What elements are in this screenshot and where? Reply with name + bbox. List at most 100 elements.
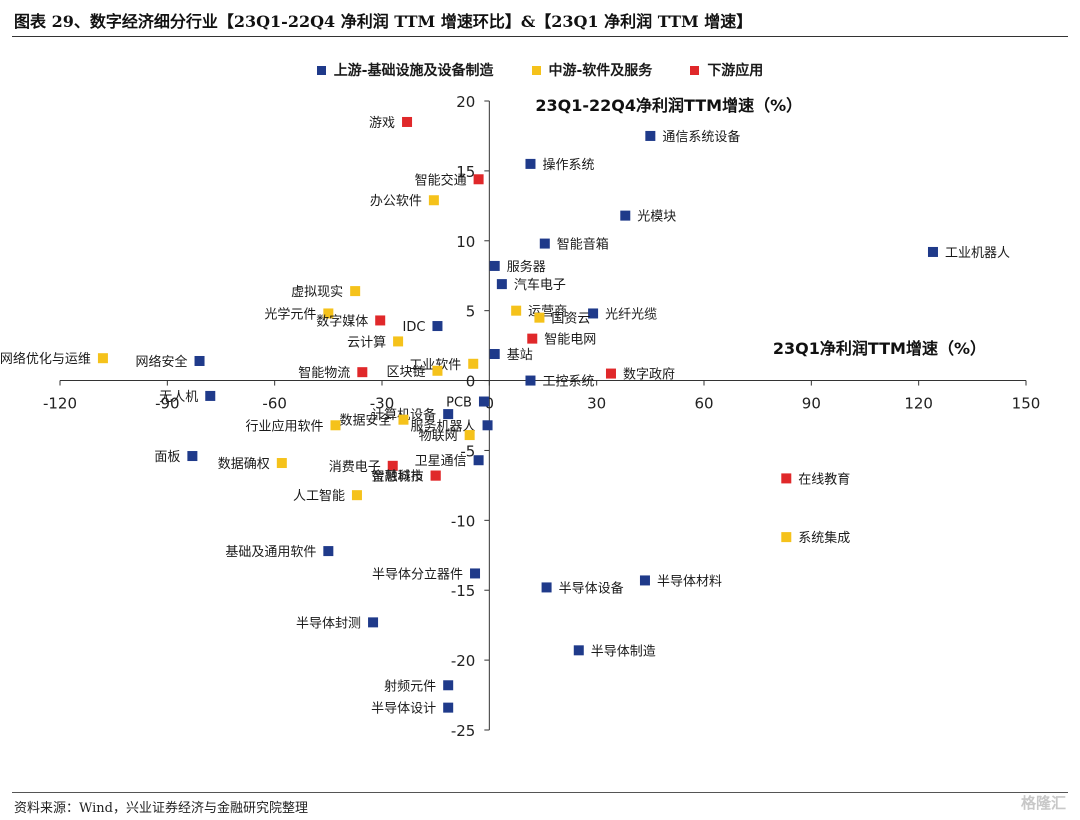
data-label: 人工智能 — [293, 489, 345, 504]
data-label: 基站 — [507, 348, 533, 363]
scatter-point — [432, 365, 443, 376]
data-label: 办公软件 — [370, 194, 422, 209]
scatter-point — [205, 390, 216, 401]
legend-item-downstream: 下游应用 — [690, 60, 763, 80]
x-tick-label: -120 — [43, 395, 77, 413]
data-label: 基础及通用软件 — [225, 545, 316, 560]
scatter-point — [541, 582, 552, 593]
scatter-point — [645, 130, 656, 141]
scatter-point — [357, 367, 368, 378]
data-label: 光模块 — [637, 210, 676, 225]
scatter-point — [927, 246, 938, 257]
legend-label-upstream: 上游-基础设施及设备制造 — [333, 63, 494, 79]
scatter-point — [350, 286, 361, 297]
data-label: 半导体设备 — [559, 580, 624, 596]
scatter-point — [368, 617, 379, 628]
x-tick-label: 60 — [694, 395, 713, 413]
scatter-point — [482, 420, 493, 431]
watermark-logo: 格隆汇 — [1020, 794, 1066, 812]
x-axis-title: 23Q1净利润TTM增速（%） — [773, 339, 986, 358]
scatter-point — [398, 414, 409, 425]
y-tick-label: -20 — [451, 652, 476, 670]
legend-swatch-downstream — [690, 65, 700, 75]
legend-label-downstream: 下游应用 — [707, 63, 764, 79]
data-label: 无人机 — [159, 390, 198, 405]
legend-item-midstream: 中游-软件及服务 — [531, 60, 653, 80]
data-label: 智能音箱 — [557, 237, 609, 253]
scatter-point — [97, 353, 108, 364]
scatter-point — [187, 451, 198, 462]
scatter-point — [781, 473, 792, 484]
scatter-point — [539, 238, 550, 249]
y-tick-label: -25 — [451, 722, 476, 740]
y-axis-title: 23Q1-22Q4净利润TTM增速（%） — [535, 96, 802, 115]
scatter-point — [375, 315, 386, 326]
data-label: 国资云 — [551, 312, 590, 327]
scatter-point — [605, 368, 616, 379]
scatter-point — [323, 308, 334, 319]
data-label: 数据确权 — [218, 456, 270, 472]
data-label: 金融科技 — [372, 469, 424, 485]
data-label: 工业机器人 — [945, 246, 1010, 261]
x-tick-label: 0 — [485, 395, 495, 413]
legend-swatch-upstream — [316, 65, 326, 75]
data-label: 数字政府 — [623, 368, 675, 383]
y-tick-label: -5 — [460, 442, 475, 460]
data-label: 物联网 — [419, 429, 458, 444]
data-label: 网络安全 — [136, 354, 188, 370]
data-label: 系统集成 — [798, 530, 850, 546]
chart-legend: 上游-基础设施及设备制造 中游-软件及服务 下游应用 — [0, 60, 1080, 80]
scatter-point — [478, 396, 489, 407]
x-tick-label: 90 — [802, 395, 821, 413]
x-tick-label: -90 — [155, 395, 180, 413]
y-tick-label: -15 — [451, 582, 476, 600]
x-tick-label: 150 — [1012, 395, 1041, 413]
data-label: 数字媒体 — [316, 314, 368, 329]
scatter-point — [534, 312, 545, 323]
data-label: 智能交通 — [415, 172, 467, 188]
scatter-point — [351, 490, 362, 501]
data-label: 行业应用软件 — [245, 418, 323, 434]
scatter-point — [470, 568, 481, 579]
data-label: 半导体材料 — [657, 574, 722, 589]
data-label: 卫星通信 — [415, 454, 467, 469]
scatter-point — [620, 210, 631, 221]
scatter-point — [527, 333, 538, 344]
scatter-point — [387, 460, 398, 471]
scatter-point — [588, 308, 599, 319]
scatter-point — [443, 680, 454, 691]
y-tick-label: -10 — [451, 512, 476, 530]
data-label: 射频元件 — [384, 678, 436, 694]
scatter-point — [473, 455, 484, 466]
y-tick-label: 15 — [456, 163, 475, 181]
legend-label-midstream: 中游-软件及服务 — [548, 63, 653, 79]
data-label: 半导体封测 — [296, 616, 361, 631]
footer-divider — [12, 792, 1068, 793]
y-tick-label: 5 — [466, 303, 476, 321]
y-tick-label: 0 — [466, 373, 476, 391]
scatter-point — [428, 195, 439, 206]
data-label: 半导体制造 — [591, 644, 656, 659]
data-label: 智慧城市 — [372, 469, 424, 485]
chart-title: 图表 29、数字经济细分行业【23Q1-22Q4 净利润 TTM 增速环比】&【… — [14, 12, 753, 31]
data-label: 服务器 — [507, 259, 546, 275]
data-label: IDC — [403, 320, 426, 335]
scatter-point — [464, 430, 475, 441]
scatter-point — [323, 546, 334, 557]
data-label: 区块链 — [386, 365, 425, 380]
scatter-point — [525, 375, 536, 386]
data-label: 工业软件 — [409, 358, 461, 373]
x-tick-label: 30 — [587, 395, 606, 413]
data-label: 云计算 — [347, 335, 386, 350]
scatter-point — [511, 305, 522, 316]
data-label: PCB — [446, 396, 472, 411]
x-tick-label: 120 — [904, 395, 933, 413]
data-label: 虚拟现实 — [291, 285, 343, 300]
scatter-point — [496, 279, 507, 290]
scatter-point — [443, 409, 454, 420]
data-label: 游戏 — [369, 116, 395, 131]
x-tick-label: -60 — [262, 395, 287, 413]
y-tick-label: 20 — [456, 93, 475, 111]
data-label: 面板 — [154, 450, 180, 465]
scatter-point — [573, 645, 584, 656]
